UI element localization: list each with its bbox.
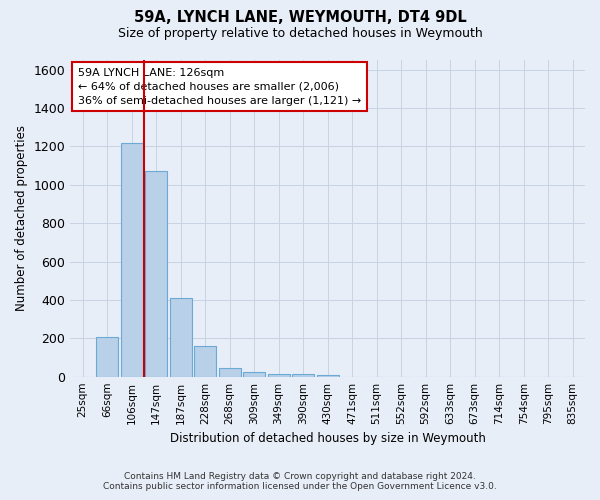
Bar	[194, 346, 216, 376]
Text: 59A, LYNCH LANE, WEYMOUTH, DT4 9DL: 59A, LYNCH LANE, WEYMOUTH, DT4 9DL	[134, 10, 466, 25]
Bar	[170, 298, 191, 376]
Bar	[243, 372, 265, 376]
Bar	[218, 368, 241, 376]
Bar	[268, 374, 290, 376]
Bar	[145, 172, 167, 376]
Text: Contains HM Land Registry data © Crown copyright and database right 2024.: Contains HM Land Registry data © Crown c…	[124, 472, 476, 481]
X-axis label: Distribution of detached houses by size in Weymouth: Distribution of detached houses by size …	[170, 432, 485, 445]
Bar	[121, 142, 143, 376]
Bar	[96, 338, 118, 376]
Bar	[317, 375, 338, 376]
Text: Contains public sector information licensed under the Open Government Licence v3: Contains public sector information licen…	[103, 482, 497, 491]
Bar	[292, 374, 314, 376]
Text: 59A LYNCH LANE: 126sqm
← 64% of detached houses are smaller (2,006)
36% of semi-: 59A LYNCH LANE: 126sqm ← 64% of detached…	[78, 68, 361, 106]
Y-axis label: Number of detached properties: Number of detached properties	[15, 126, 28, 312]
Text: Size of property relative to detached houses in Weymouth: Size of property relative to detached ho…	[118, 28, 482, 40]
